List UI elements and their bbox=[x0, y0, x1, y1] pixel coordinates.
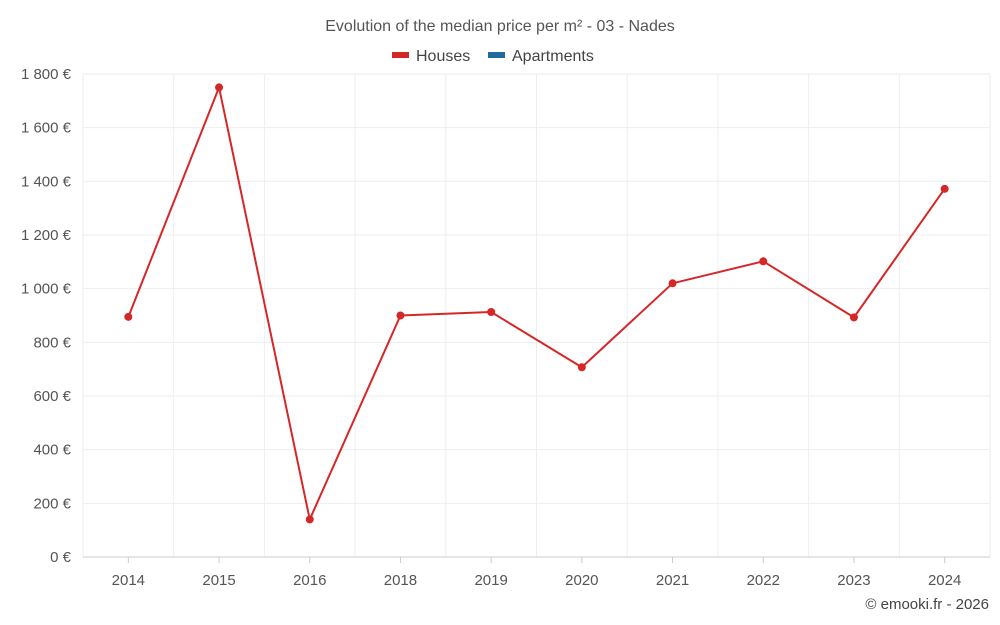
data-point-houses-2016[interactable] bbox=[305, 515, 314, 524]
data-point-houses-2014[interactable] bbox=[124, 312, 133, 321]
y-tick-label: 600 € bbox=[33, 388, 71, 405]
data-point-houses-2015[interactable] bbox=[215, 83, 224, 92]
x-tick-label: 2015 bbox=[202, 572, 235, 589]
x-tick-label: 2023 bbox=[837, 572, 870, 589]
x-tick-label: 2021 bbox=[656, 572, 689, 589]
data-point-houses-2018[interactable] bbox=[396, 311, 405, 320]
legend-label-houses: Houses bbox=[416, 48, 470, 65]
x-axis: 2014 2015 2016 2018 2019 2020 2021 2022 2023 2024 bbox=[83, 556, 990, 589]
y-tick-label: 1 200 € bbox=[21, 227, 72, 244]
data-point-houses-2024[interactable] bbox=[940, 184, 949, 193]
data-point-houses-2019[interactable] bbox=[487, 308, 496, 317]
data-point-houses-2022[interactable] bbox=[759, 257, 768, 266]
legend-swatch-apartments bbox=[488, 52, 505, 58]
series-line-houses bbox=[127, 86, 946, 521]
y-axis: 0 € 200 € 400 € 600 € 800 € 1 000 € 1 200 € 1 4… bbox=[21, 66, 72, 566]
x-tick-label: 2022 bbox=[747, 572, 780, 589]
data-point-houses-2021[interactable] bbox=[668, 279, 677, 288]
y-tick-label: 1 400 € bbox=[21, 173, 72, 190]
y-tick-label: 400 € bbox=[33, 442, 71, 459]
x-tick-label: 2024 bbox=[928, 572, 961, 589]
y-tick-label: 1 000 € bbox=[21, 281, 72, 298]
x-tick-label: 2019 bbox=[474, 572, 507, 589]
x-tick-label: 2014 bbox=[112, 572, 145, 589]
y-tick-label: 200 € bbox=[33, 495, 71, 512]
grid bbox=[82, 73, 991, 558]
y-tick-label: 800 € bbox=[33, 334, 71, 351]
legend: Houses Apartments bbox=[392, 48, 594, 65]
legend-swatch-houses bbox=[392, 52, 409, 58]
y-tick-label: 1 600 € bbox=[21, 120, 72, 137]
credit-text: © emooki.fr - 2026 bbox=[865, 596, 989, 613]
legend-label-apartments: Apartments bbox=[512, 48, 594, 65]
x-tick-label: 2016 bbox=[293, 572, 326, 589]
x-tick-label: 2018 bbox=[384, 572, 417, 589]
legend-item-apartments[interactable]: Apartments bbox=[488, 48, 594, 65]
x-tick-label: 2020 bbox=[565, 572, 598, 589]
data-point-houses-2023[interactable] bbox=[849, 313, 858, 322]
y-tick-label: 1 800 € bbox=[21, 66, 72, 83]
y-tick-label: 0 € bbox=[50, 549, 72, 566]
chart-title: Evolution of the median price per m² - 0… bbox=[325, 18, 675, 35]
data-point-houses-2020[interactable] bbox=[577, 363, 586, 372]
legend-item-houses[interactable]: Houses bbox=[392, 48, 470, 65]
plot-area bbox=[124, 83, 949, 524]
